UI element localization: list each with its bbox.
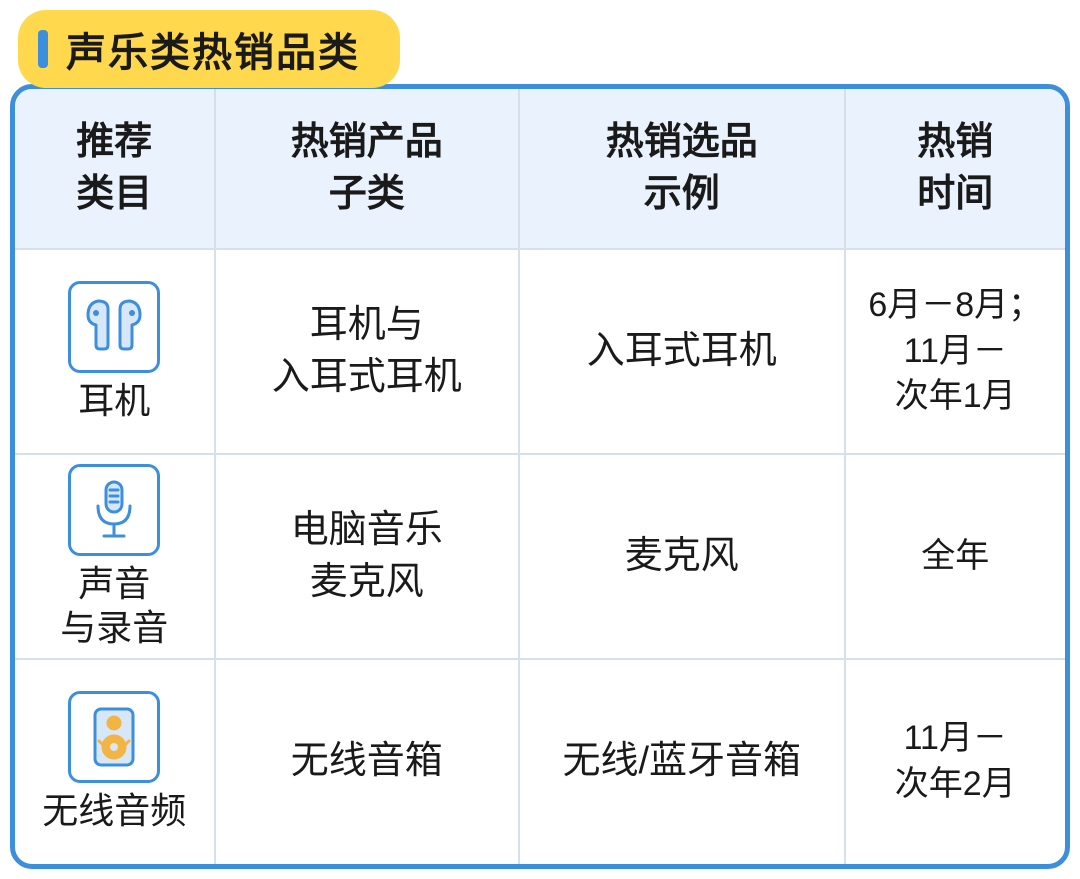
cell-example: 入耳式耳机 [519, 249, 845, 454]
cell-subcategory: 无线音箱 [215, 659, 520, 864]
cell-time: 11月－次年2月 [845, 659, 1066, 864]
title-bar: 声乐类热销品类 [18, 10, 400, 88]
microphone-icon [68, 464, 160, 556]
col-header-time: 热销时间 [845, 89, 1066, 249]
cell-category: 声音与录音 [15, 454, 215, 659]
col-header-example: 热销选品示例 [519, 89, 845, 249]
cell-subcategory: 电脑音乐麦克风 [215, 454, 520, 659]
cell-subcategory: 耳机与入耳式耳机 [215, 249, 520, 454]
category-label: 声音与录音 [60, 562, 168, 648]
table-row: 耳机 耳机与入耳式耳机 入耳式耳机 6月－8月； 11月－ 次年1月 [15, 249, 1065, 454]
audio-category-table: 声乐类热销品类 推荐类目 热销产品子类 热销选品示例 [10, 10, 1070, 869]
speaker-icon [68, 691, 160, 783]
table-row: 无线音频 无线音箱 无线/蓝牙音箱 11月－次年2月 [15, 659, 1065, 864]
col-header-category: 推荐类目 [15, 89, 215, 249]
category-table: 推荐类目 热销产品子类 热销选品示例 热销时间 [15, 89, 1065, 864]
cell-time: 6月－8月； 11月－ 次年1月 [845, 249, 1066, 454]
category-label: 耳机 [78, 379, 150, 422]
col-header-subcategory: 热销产品子类 [215, 89, 520, 249]
header-row: 推荐类目 热销产品子类 热销选品示例 热销时间 [15, 89, 1065, 249]
cell-time: 全年 [845, 454, 1066, 659]
table-wrap: 推荐类目 热销产品子类 热销选品示例 热销时间 [10, 84, 1070, 869]
table-row: 声音与录音 电脑音乐麦克风 麦克风 全年 [15, 454, 1065, 659]
title-accent [38, 30, 48, 68]
cell-example: 麦克风 [519, 454, 845, 659]
earbuds-icon [68, 281, 160, 373]
cell-category: 耳机 [15, 249, 215, 454]
cell-example: 无线/蓝牙音箱 [519, 659, 845, 864]
cell-category: 无线音频 [15, 659, 215, 864]
category-label: 无线音频 [42, 789, 186, 832]
title-text: 声乐类热销品类 [66, 20, 360, 78]
